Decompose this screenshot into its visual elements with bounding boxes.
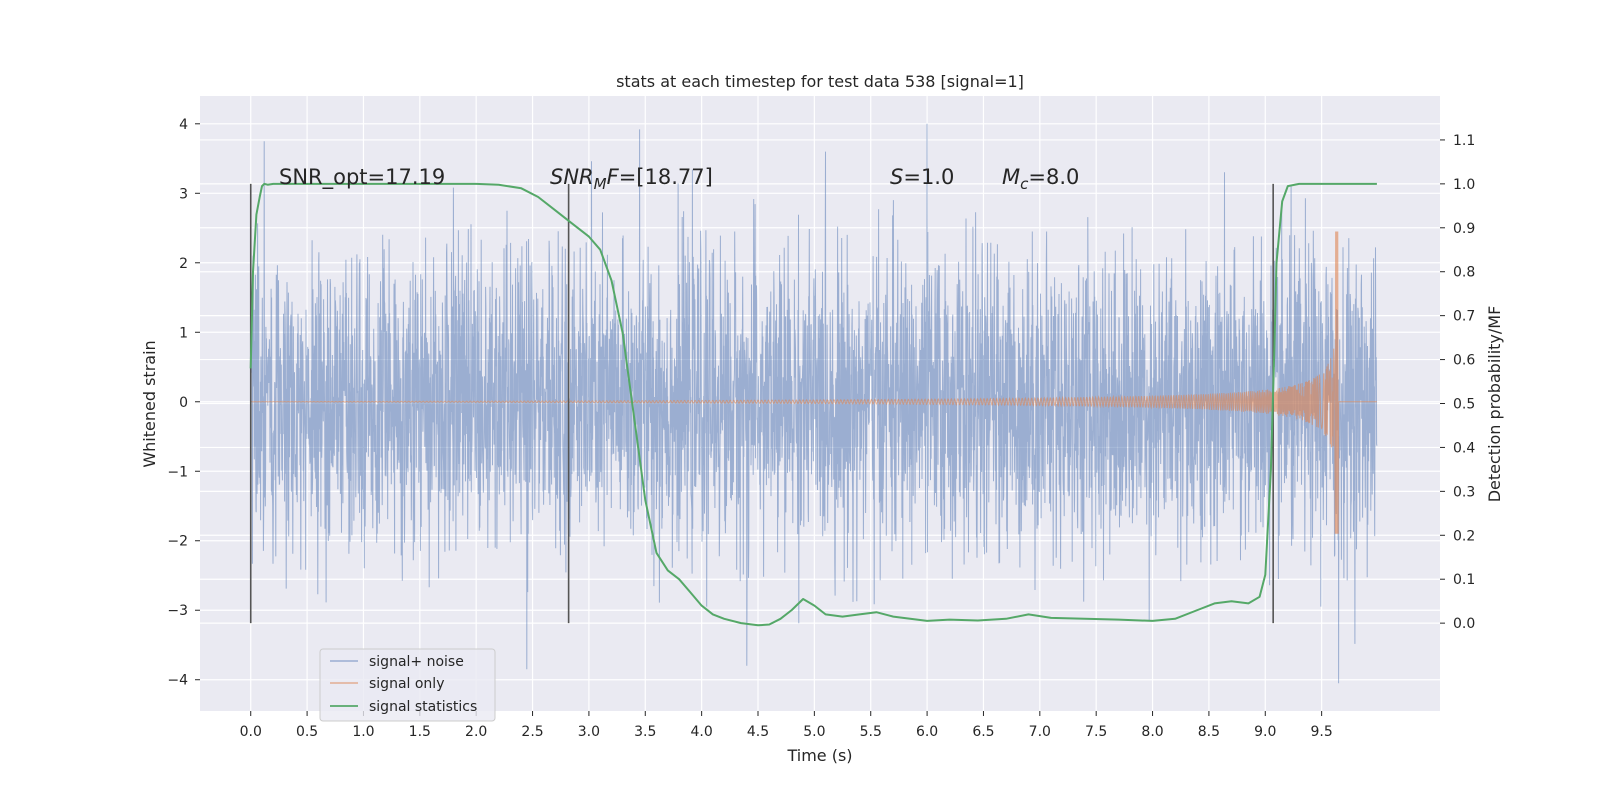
y-right-tick-label: 0.3 [1453,484,1475,500]
x-axis-label: Time (s) [786,746,852,765]
y-right-tick-label: 0.7 [1453,309,1475,325]
y-tick-label: 1 [179,325,188,341]
y-tick-label: 2 [179,256,188,272]
x-tick-label: 7.5 [1085,724,1107,740]
x-tick-label: 7.0 [1029,724,1051,740]
x-tick-label: 0.5 [296,724,318,740]
annotation-snr-mf-rest: =[18.77] [619,165,713,189]
x-tick-label: 5.0 [803,724,825,740]
y-ticks: −4 −3 −2 −1 0 1 2 3 4 [167,117,200,689]
y-right-tick-label: 1.0 [1453,177,1475,193]
x-tick-label: 8.5 [1198,724,1220,740]
y-tick-label: 3 [179,186,188,202]
legend: signal+ noise signal only signal statist… [319,648,496,722]
annotation-mc-val: =8.0 [1028,165,1079,189]
y-tick-label: −2 [167,534,188,550]
x-tick-label: 2.5 [521,724,543,740]
x-tick-label: 8.0 [1141,724,1163,740]
x-ticks: 0.0 0.5 1.0 1.5 2.0 2.5 3.0 3.5 4.0 4.5 5.0 5.5 6.0 6… [240,711,1333,740]
y-right-tick-label: 0.8 [1453,265,1475,281]
x-tick-label: 5.5 [860,724,882,740]
x-tick-label: 3.5 [634,724,656,740]
x-tick-label: 1.0 [352,724,374,740]
legend-label-noise: signal+ noise [369,654,464,670]
series-signal-only [250,231,1377,534]
annotation-mc-sub: c [1020,175,1029,193]
chart-title: stats at each timestep for test data 538… [616,72,1024,91]
annotation-snr-mf-rest-f: F [607,165,620,189]
y-tick-label: 0 [179,395,188,411]
y-axis-label-right: Detection probability/MF [1485,306,1504,503]
signal-series-layer [250,231,1377,534]
annotation-mc: Mc=8.0 [1002,165,1079,193]
x-tick-label: 6.0 [916,724,938,740]
y-right-tick-label: 0.9 [1453,221,1475,237]
x-tick-label: 4.0 [691,724,713,740]
noise-series-layer [250,123,1378,684]
x-tick-label: 0.0 [240,724,262,740]
y-right-tick-label: 0.5 [1453,397,1475,413]
annotation-snr-mf-sub: M [594,175,607,193]
series-signal-plus-noise [250,123,1378,684]
legend-label-statistics: signal statistics [369,699,477,715]
y-right-tick-label: 0.6 [1453,353,1475,369]
y-right-tick-label: 1.1 [1453,133,1475,149]
y-ticks-right: 0.0 0.1 0.2 0.3 0.4 0.5 0.6 0.7 0.8 0.9 1.0 1.1 [1440,133,1475,632]
annotation-s: S=1.0 [890,165,954,189]
annotation-s-var: S [890,165,903,189]
series-signal-statistics [249,182,1377,627]
annotation-s-val: =1.0 [903,165,954,189]
x-tick-label: 6.5 [972,724,994,740]
legend-label-signal: signal only [369,676,444,692]
y-tick-label: 4 [179,117,188,133]
x-tick-label: 3.0 [578,724,600,740]
y-right-tick-label: 0.0 [1453,616,1475,632]
y-tick-label: −4 [167,673,188,689]
y-tick-label: −3 [167,603,188,619]
x-tick-label: 9.5 [1311,724,1333,740]
annotation-snr-mf: SNRMF=[18.77] [550,165,713,193]
statistics-series-layer [249,182,1377,627]
y-right-tick-label: 0.2 [1453,528,1475,544]
x-tick-label: 9.0 [1254,724,1276,740]
annotation-snr-mf-base: SNR [550,165,594,189]
x-tick-label: 2.0 [465,724,487,740]
y-right-tick-label: 0.4 [1453,440,1475,456]
x-tick-label: 4.5 [747,724,769,740]
legend-box [319,648,496,722]
annotation-mc-var: M [1002,165,1020,189]
y-right-tick-label: 0.1 [1453,572,1475,588]
y-tick-label: −1 [167,464,188,480]
annotation-snr-opt: SNR_opt=17.19 [279,165,445,190]
y-axis-label: Whitened strain [140,340,159,467]
x-tick-label: 1.5 [409,724,431,740]
